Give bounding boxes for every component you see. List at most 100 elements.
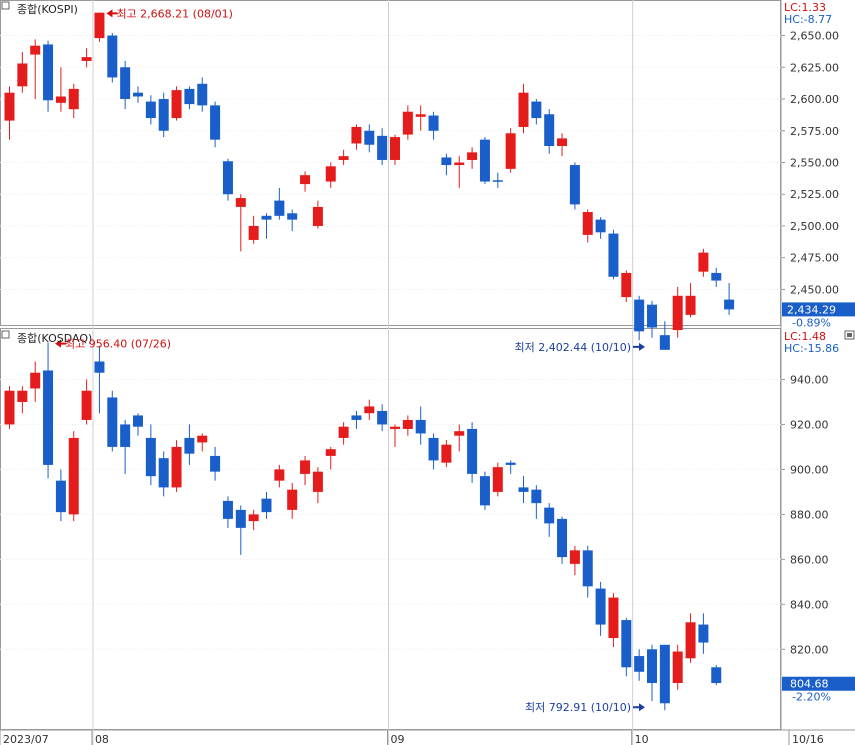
panel-menu-icon[interactable] bbox=[844, 330, 855, 340]
candle-body bbox=[479, 476, 490, 506]
kospi-candle bbox=[415, 105, 426, 131]
kosdaq-candle bbox=[634, 649, 645, 681]
candle-body bbox=[441, 157, 452, 166]
candle-body bbox=[595, 219, 606, 233]
candle-body bbox=[377, 135, 388, 160]
kosdaq-candle bbox=[94, 345, 105, 414]
candle-body bbox=[467, 152, 478, 160]
kospi-y-tick-label: 2,550.00 bbox=[790, 157, 839, 170]
kosdaq-candle bbox=[171, 440, 182, 492]
candle-body bbox=[544, 114, 555, 146]
kospi-y-tick-label: 2,500.00 bbox=[790, 220, 839, 233]
kosdaq-candle bbox=[145, 424, 156, 486]
candle-body bbox=[248, 225, 259, 240]
kosdaq-candle bbox=[261, 491, 272, 519]
kospi-candle bbox=[698, 248, 709, 277]
kospi-candle bbox=[351, 124, 362, 150]
candle-body bbox=[531, 489, 542, 504]
kospi-candle bbox=[338, 149, 349, 166]
x-tick-label: 08 bbox=[95, 733, 109, 745]
kosdaq-candle bbox=[364, 399, 375, 420]
candle-body bbox=[171, 446, 182, 488]
candle-body bbox=[711, 667, 722, 684]
kosdaq-candle bbox=[30, 361, 41, 402]
kospi-candle bbox=[107, 33, 118, 83]
high-arrow-icon bbox=[106, 9, 118, 18]
kosdaq-high-text: 최고 956.40 (07/26) bbox=[65, 338, 171, 351]
kosdaq-y-tick-label: 820.00 bbox=[790, 643, 829, 656]
kospi-last-price-text: 2,434.29 bbox=[787, 303, 836, 316]
candle-body bbox=[685, 295, 696, 315]
kosdaq-candle bbox=[312, 467, 323, 504]
candle-body bbox=[685, 622, 696, 659]
candle-body bbox=[312, 471, 323, 492]
candle-body bbox=[222, 500, 233, 519]
kospi-candle bbox=[4, 86, 15, 140]
kosdaq-candle bbox=[647, 644, 657, 702]
kospi-candle bbox=[428, 111, 439, 140]
candle-body bbox=[120, 67, 131, 100]
kosdaq-candle bbox=[287, 482, 298, 519]
candle-body bbox=[133, 92, 143, 97]
candle-body bbox=[4, 390, 15, 425]
candle-body bbox=[454, 431, 465, 436]
candle-body bbox=[107, 397, 118, 447]
kosdaq-candle bbox=[711, 665, 722, 686]
candle-body bbox=[402, 419, 413, 429]
candle-body bbox=[325, 449, 336, 456]
candle-body bbox=[505, 462, 516, 465]
kospi-low-text: 최저 2,402.44 (10/10) bbox=[514, 341, 631, 354]
kosdaq-candle bbox=[402, 415, 413, 436]
candle-body bbox=[518, 92, 529, 127]
candle-body bbox=[184, 437, 195, 454]
kosdaq-candle bbox=[390, 424, 400, 447]
candle-body bbox=[55, 96, 66, 103]
candle-body bbox=[133, 415, 143, 427]
kosdaq-candle bbox=[377, 404, 388, 432]
candle-body bbox=[647, 304, 657, 328]
kospi-candle bbox=[171, 86, 182, 121]
kospi-candle bbox=[724, 283, 735, 315]
candle-body bbox=[145, 437, 156, 477]
kospi-high-text: 최고 2,668.21 (08/01) bbox=[116, 7, 233, 20]
candle-body bbox=[582, 550, 593, 587]
kospi-candle bbox=[441, 153, 452, 176]
kosdaq-y-tick-label: 940.00 bbox=[790, 373, 829, 386]
kospi-y-tick-label: 2,525.00 bbox=[790, 188, 839, 201]
candle-body bbox=[531, 101, 542, 119]
candle-body bbox=[672, 295, 683, 331]
kospi-candle bbox=[210, 101, 221, 148]
kospi-lc-label: LC:1.33 bbox=[784, 1, 826, 14]
kospi-candle bbox=[55, 67, 66, 112]
kosdaq-candle bbox=[43, 342, 54, 479]
candle-body bbox=[274, 469, 285, 481]
candle-body bbox=[197, 83, 208, 106]
kosdaq-candle bbox=[120, 419, 131, 474]
candle-body bbox=[30, 372, 41, 389]
candle-body bbox=[184, 88, 195, 105]
kosdaq-candle bbox=[518, 476, 529, 504]
kospi-candle bbox=[364, 124, 375, 153]
candle-layer bbox=[4, 12, 735, 711]
candle-body bbox=[248, 514, 259, 522]
candle-body bbox=[43, 44, 54, 101]
kospi-candle bbox=[659, 321, 670, 350]
grid-layer bbox=[0, 0, 781, 745]
kosdaq-candle bbox=[672, 644, 683, 690]
kosdaq-candle bbox=[479, 471, 490, 510]
candle-body bbox=[390, 137, 400, 160]
kospi-candle bbox=[222, 158, 233, 201]
kospi-y-tick-label: 2,450.00 bbox=[790, 283, 839, 296]
candle-body bbox=[711, 272, 722, 281]
candle-body bbox=[569, 165, 580, 205]
candle-body bbox=[68, 88, 79, 110]
candle-body bbox=[351, 126, 362, 144]
kosdaq-candle bbox=[505, 460, 516, 474]
kospi-candle bbox=[582, 209, 593, 243]
kosdaq-candle bbox=[544, 503, 555, 537]
kospi-title-text: 종합(KOSPI) bbox=[17, 3, 78, 16]
kospi-candle bbox=[300, 171, 311, 192]
kospi-candle bbox=[492, 172, 503, 188]
kosdaq-candle bbox=[210, 446, 221, 481]
kosdaq-y-tick-label: 860.00 bbox=[790, 553, 829, 566]
